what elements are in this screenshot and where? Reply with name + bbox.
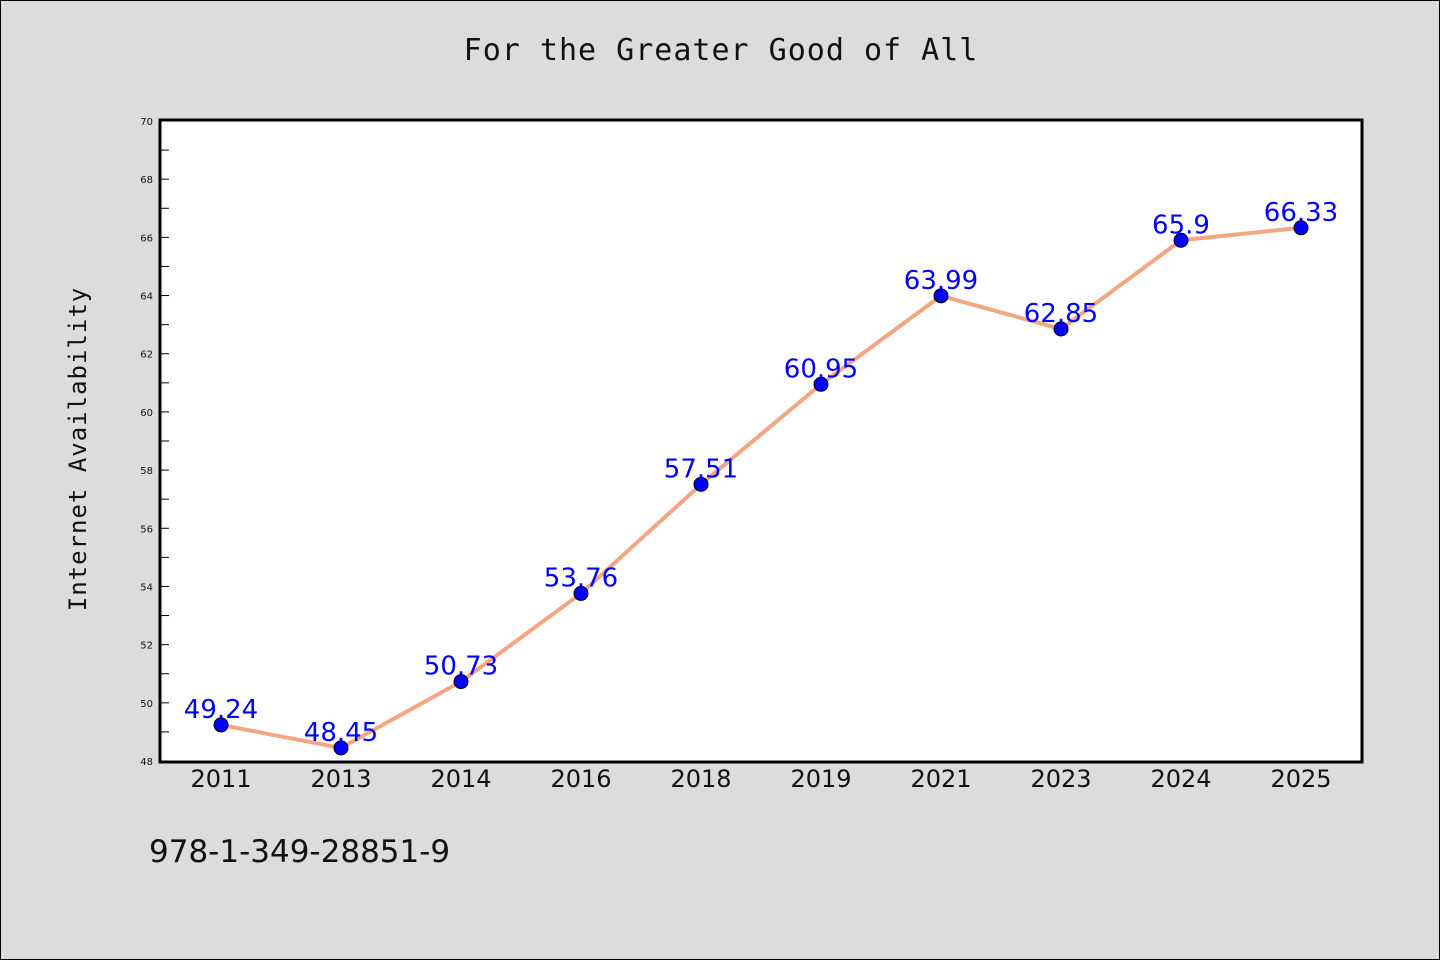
y-tick-label: 64 — [140, 292, 153, 303]
data-label: 53.76 — [544, 563, 618, 593]
y-tick-label: 66 — [140, 233, 153, 244]
y-tick-label: 58 — [140, 466, 153, 477]
data-label: 57.51 — [664, 454, 738, 484]
y-axis-ticks: 48 50 52 54 56 58 60 62 64 66 68 70 — [140, 117, 169, 768]
y-tick-label: 52 — [140, 641, 153, 652]
y-tick-label: 70 — [140, 117, 153, 128]
data-label: 63.99 — [904, 266, 978, 296]
x-tick-label: 2025 — [1270, 765, 1331, 793]
data-point — [933, 288, 949, 304]
y-axis-label: Internet Availability — [64, 287, 92, 611]
x-tick-label: 2024 — [1150, 765, 1211, 793]
x-axis-ticks: 2011 2013 2014 2016 2018 2019 2021 2023 2024 2025 — [190, 765, 1331, 793]
y-tick-label: 50 — [140, 699, 153, 710]
data-label: 50.73 — [424, 652, 498, 682]
x-tick-label: 2011 — [190, 765, 251, 793]
x-tick-label: 2023 — [1030, 765, 1091, 793]
y-tick-label: 48 — [140, 757, 153, 768]
data-label: 48.45 — [304, 718, 378, 748]
data-point — [1173, 232, 1189, 248]
data-markers — [213, 220, 1309, 756]
data-label: 62.85 — [1024, 299, 1098, 329]
y-tick-label: 60 — [140, 408, 153, 419]
x-tick-label: 2014 — [430, 765, 491, 793]
data-point — [1053, 321, 1069, 337]
plot-area — [158, 118, 1364, 764]
y-tick-label: 68 — [140, 175, 153, 186]
data-label: 66.33 — [1264, 198, 1338, 228]
data-label: 65.9 — [1152, 210, 1210, 240]
y-tick-label: 54 — [140, 582, 153, 593]
chart-title: For the Greater Good of All — [463, 33, 979, 68]
data-point — [813, 376, 829, 392]
data-label: 60.95 — [784, 354, 858, 384]
y-tick-label: 56 — [140, 524, 153, 535]
data-point — [453, 674, 469, 690]
x-tick-label: 2013 — [310, 765, 371, 793]
data-point — [1293, 220, 1309, 236]
series-line — [220, 225, 1302, 750]
data-point — [573, 585, 589, 601]
x-tick-label: 2018 — [670, 765, 731, 793]
x-tick-label: 2019 — [790, 765, 851, 793]
data-point — [333, 740, 349, 756]
data-point — [693, 476, 709, 492]
data-point — [213, 717, 229, 733]
x-tick-label: 2016 — [550, 765, 611, 793]
x-tick-label: 2021 — [910, 765, 971, 793]
isbn-code: 978-1-349-28851-9 — [149, 834, 451, 870]
data-labels: 49.24 48.45 50.73 53.76 57.51 60.95 63.99 62.85… — [184, 198, 1338, 748]
data-label: 49.24 — [184, 695, 258, 725]
y-tick-label: 62 — [140, 350, 153, 361]
